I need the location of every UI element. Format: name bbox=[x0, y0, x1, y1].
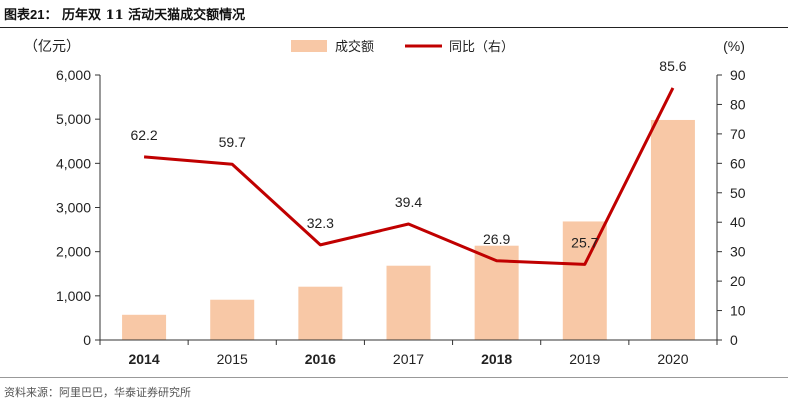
left-tick-label: 6,000 bbox=[56, 67, 91, 83]
left-tick-label: 5,000 bbox=[56, 111, 91, 127]
title-prefix: 图表 bbox=[4, 8, 31, 23]
bar-2016 bbox=[298, 286, 343, 340]
right-tick-label: 70 bbox=[730, 126, 746, 142]
bar-2017 bbox=[386, 265, 431, 340]
left-axis-ticks: 0 1,000 2,000 3,000 4,000 5,000 6,000 bbox=[56, 67, 100, 348]
right-tick-label: 40 bbox=[730, 214, 746, 230]
left-tick-label: 4,000 bbox=[56, 155, 91, 171]
title-text: 历年双 11 活动天猫成交额情况 bbox=[62, 8, 246, 23]
right-axis-ticks: 0 10 20 30 40 50 60 70 80 90 bbox=[717, 67, 746, 348]
right-tick-label: 90 bbox=[730, 67, 746, 83]
line-series bbox=[143, 87, 675, 266]
left-tick-label: 2,000 bbox=[56, 244, 91, 260]
legend-line-label: 同比（右） bbox=[449, 39, 514, 54]
bottom-rule bbox=[0, 377, 788, 378]
x-tick-label-2020: 2020 bbox=[657, 351, 688, 367]
bar-2020 bbox=[650, 119, 695, 340]
left-tick-label: 3,000 bbox=[56, 200, 91, 216]
right-tick-label: 50 bbox=[730, 185, 746, 201]
top-rule bbox=[0, 27, 788, 28]
legend-bar-swatch bbox=[291, 40, 327, 52]
right-tick-label: 0 bbox=[730, 332, 738, 348]
data-label-2014: 62.2 bbox=[130, 127, 157, 143]
data-label-2020: 85.6 bbox=[659, 58, 686, 74]
bar-2014 bbox=[122, 314, 167, 340]
source-note: 资料来源：阿里巴巴，华泰证券研究所 bbox=[4, 386, 191, 399]
bar-series bbox=[122, 119, 695, 340]
right-tick-label: 30 bbox=[730, 244, 746, 260]
x-tick-label-2016: 2016 bbox=[305, 351, 336, 367]
bar-2015 bbox=[210, 299, 255, 340]
x-tick-label-2019: 2019 bbox=[569, 351, 600, 367]
title-number: 21 bbox=[30, 7, 45, 22]
left-tick-label: 0 bbox=[83, 332, 91, 348]
data-label-2019: 25.7 bbox=[571, 234, 598, 250]
legend-bar-label: 成交额 bbox=[335, 39, 374, 54]
right-tick-label: 80 bbox=[730, 96, 746, 112]
data-label-2015: 59.7 bbox=[219, 134, 246, 150]
title-colon: ： bbox=[44, 8, 58, 23]
left-axis-unit: （亿元） bbox=[24, 38, 80, 54]
bar-2019 bbox=[562, 221, 607, 340]
left-tick-label: 1,000 bbox=[56, 288, 91, 304]
x-axis-ticks: 2014 2015 2016 2017 2018 2019 2020 bbox=[99, 340, 718, 367]
chart-title: 图表21： 历年双 11 活动天猫成交额情况 bbox=[4, 4, 245, 23]
x-tick-label-2018: 2018 bbox=[481, 351, 512, 367]
x-tick-label-2015: 2015 bbox=[217, 351, 248, 367]
right-tick-label: 60 bbox=[730, 155, 746, 171]
data-label-2016: 32.3 bbox=[307, 215, 334, 231]
data-labels: 62.2 59.7 32.3 39.4 26.9 25.7 85.6 bbox=[130, 58, 686, 250]
x-tick-label-2017: 2017 bbox=[393, 351, 424, 367]
right-tick-label: 10 bbox=[730, 303, 746, 319]
data-label-2017: 39.4 bbox=[395, 194, 422, 210]
right-axis-unit: (%) bbox=[723, 38, 745, 54]
data-label-2018: 26.9 bbox=[483, 231, 510, 247]
right-tick-label: 20 bbox=[730, 273, 746, 289]
x-tick-label-2014: 2014 bbox=[128, 351, 159, 367]
legend: 成交额 同比（右） bbox=[291, 39, 514, 54]
